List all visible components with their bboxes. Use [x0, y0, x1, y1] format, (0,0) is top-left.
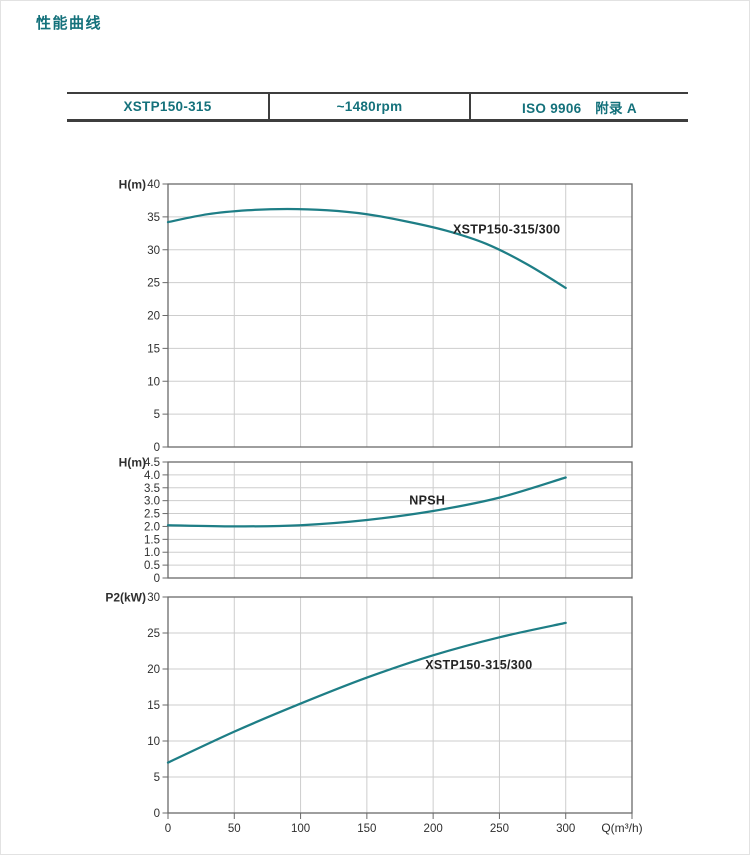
power-y-axis: 0 5 10 15 20 25 30 [147, 592, 168, 820]
head-ytick-label: 0 [154, 442, 160, 454]
power-ytick-label: 0 [154, 808, 160, 820]
npsh-ytick-label: 2.0 [144, 521, 160, 533]
head-ylabel: H(m) [119, 178, 146, 192]
head-chart: 0 5 10 15 20 25 30 35 40H(m) XSTP150-315/300 [119, 178, 633, 454]
page-title: 性能曲线 [36, 15, 103, 32]
npsh-ytick-label: 1.0 [144, 547, 160, 559]
spec-table: XSTP150-315 ~1480rpm ISO 9906 附录 A [67, 92, 688, 122]
xtick-label: 100 [291, 823, 310, 835]
head-ytick-label: 25 [147, 278, 160, 290]
npsh-ylabel: H(m) [119, 456, 146, 470]
npsh-ytick-label: 4.5 [144, 457, 160, 469]
power-ytick-label: 5 [154, 772, 160, 784]
npsh-ytick-label: 1.5 [144, 534, 160, 546]
npsh-y-axis: 00.51.01.52.02.53.03.54.04.5 [144, 457, 168, 585]
xtick-label: 200 [424, 823, 443, 835]
npsh-ytick-label: 2.5 [144, 509, 160, 521]
head-ytick-label: 35 [147, 212, 160, 224]
npsh-ytick-label: 0 [154, 573, 160, 585]
power-ytick-label: 10 [147, 736, 160, 748]
spec-cell-speed: ~1480rpm [268, 94, 469, 119]
xtick-label: 0 [165, 823, 171, 835]
head-ytick-label: 40 [147, 179, 160, 191]
npsh-ytick-label: 3.5 [144, 483, 160, 495]
npsh-plot-border [167, 461, 633, 579]
head-ytick-label: 5 [154, 409, 160, 421]
npsh-vgrid [233, 462, 567, 578]
head-ytick-label: 20 [147, 311, 160, 323]
npsh-curve [166, 476, 567, 528]
power-hgrid [168, 632, 632, 778]
npsh-chart: 00.51.01.52.02.53.03.54.04.5H(m) NPSH [119, 456, 633, 585]
head-ytick-label: 15 [147, 343, 160, 355]
npsh-ytick-label: 4.0 [144, 470, 160, 482]
power-ytick-label: 20 [147, 664, 160, 676]
head-ytick-label: 10 [147, 376, 160, 388]
head-hgrid [168, 216, 632, 415]
npsh-ytick-label: 0.5 [144, 560, 160, 572]
xtick-label: 50 [228, 823, 241, 835]
npsh-ytick-label: 3.0 [144, 496, 160, 508]
power-ytick-label: 15 [147, 700, 160, 712]
head-curve [166, 207, 567, 290]
spec-cell-standard: ISO 9906 附录 A [469, 94, 688, 119]
head-curve-label: XSTP150-315/300 [453, 222, 560, 236]
head-y-axis: 0 5 10 15 20 25 30 35 40 [147, 179, 168, 454]
x-axis-unit-label: Q(m³/h) [601, 821, 642, 835]
power-curve [166, 621, 567, 764]
power-ytick-label: 25 [147, 628, 160, 640]
npsh-hgrid [168, 474, 632, 566]
x-axis: 0 50 100 150 200 250 300 Q(m³/h) [165, 813, 643, 835]
power-ytick-label: 30 [147, 592, 160, 604]
power-ylabel: P2(kW) [105, 591, 146, 605]
spec-cell-model: XSTP150-315 [123, 99, 212, 114]
npsh-curve-label: NPSH [409, 494, 445, 508]
head-ytick-label: 30 [147, 245, 160, 257]
xtick-label: 300 [556, 823, 575, 835]
xtick-label: 150 [357, 823, 376, 835]
xtick-label: 250 [490, 823, 509, 835]
power-curve-label: XSTP150-315/300 [425, 658, 532, 672]
